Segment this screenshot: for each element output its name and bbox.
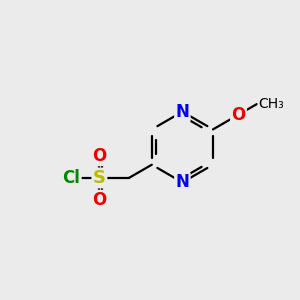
- Text: O: O: [92, 147, 106, 165]
- Text: N: N: [176, 103, 189, 121]
- Text: S: S: [93, 169, 106, 187]
- Text: O: O: [231, 106, 246, 124]
- Text: CH₃: CH₃: [258, 97, 284, 111]
- Text: Cl: Cl: [62, 169, 80, 187]
- Text: N: N: [176, 173, 189, 191]
- Text: O: O: [92, 191, 106, 209]
